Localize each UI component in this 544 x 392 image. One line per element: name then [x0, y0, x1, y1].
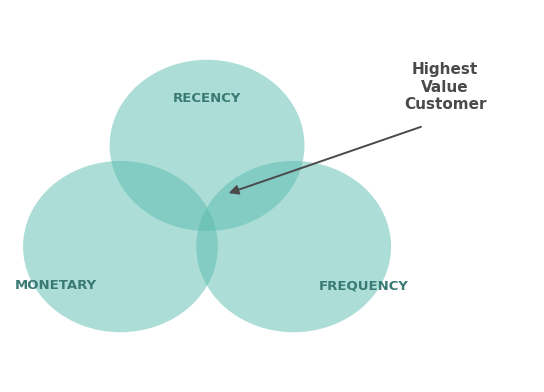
Text: RECENCY: RECENCY — [173, 92, 241, 105]
Text: FREQUENCY: FREQUENCY — [319, 279, 409, 292]
Text: MONETARY: MONETARY — [15, 279, 97, 292]
Ellipse shape — [110, 60, 305, 231]
Text: Highest
Value
Customer: Highest Value Customer — [404, 62, 486, 112]
Ellipse shape — [196, 161, 391, 332]
Ellipse shape — [23, 161, 218, 332]
